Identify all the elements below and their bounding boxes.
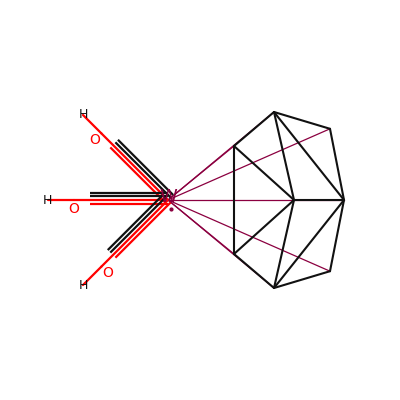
Text: H: H xyxy=(78,278,88,292)
Text: O: O xyxy=(68,202,79,216)
Text: H: H xyxy=(78,108,88,122)
Text: H: H xyxy=(43,194,52,206)
Text: O: O xyxy=(102,266,113,280)
Text: O: O xyxy=(90,132,100,146)
Text: W: W xyxy=(159,188,177,206)
